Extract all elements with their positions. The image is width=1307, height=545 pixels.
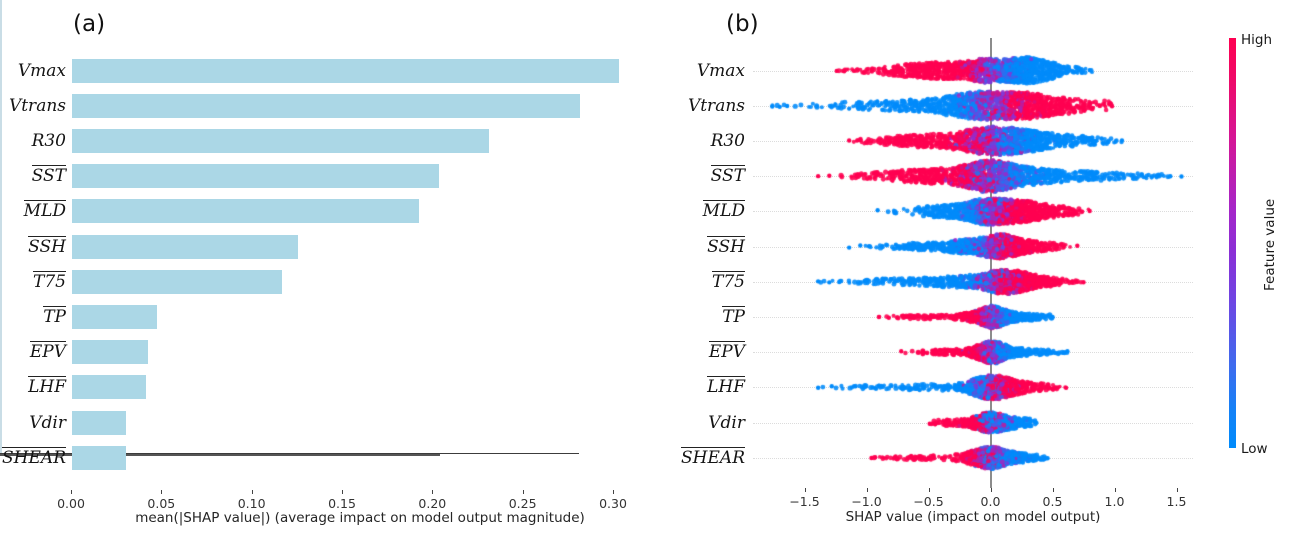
x-tick-label-a: 0.00 — [57, 496, 85, 511]
panel-b-bottom-spine — [0, 454, 440, 456]
colorbar-high-label: High — [1241, 32, 1273, 48]
x-tick-mark-b — [1052, 488, 1054, 492]
feature-label-b-r30: R30 — [710, 130, 745, 151]
feature-label-b-vmax: Vmax — [696, 60, 745, 81]
x-tick-mark-a — [522, 490, 524, 494]
x-tick-label-b: −1.0 — [851, 494, 882, 509]
x-tick-mark-a — [432, 490, 434, 494]
mean-shap-bar-epv — [72, 340, 148, 365]
feature-label-a-epv: EPV — [29, 341, 66, 363]
mean-shap-bar-mld — [72, 199, 419, 224]
mean-shap-bar-tp — [72, 304, 157, 329]
mean-shap-bar-vmax — [72, 58, 620, 83]
feature-value-colorbar — [1229, 38, 1236, 448]
panel-b-title: (b) — [726, 11, 759, 37]
x-tick-mark-b — [1176, 488, 1178, 492]
x-tick-mark-a — [613, 490, 614, 494]
row-guide-tp — [753, 316, 1193, 318]
row-guide-mld — [753, 211, 1193, 213]
feature-label-a-tp: TP — [43, 305, 66, 327]
panel-b-x-axis-label: SHAP value (impact on model output) — [845, 509, 1101, 525]
x-tick-label-b: 0.0 — [980, 494, 1001, 509]
mean-shap-bar-sst — [72, 164, 439, 189]
x-tick-label-b: 1.5 — [1166, 494, 1187, 509]
feature-label-b-mld: MLD — [702, 200, 745, 222]
x-tick-mark-a — [161, 490, 163, 494]
x-tick-label-a: 0.30 — [599, 496, 627, 511]
mean-shap-bar-ssh — [72, 234, 298, 259]
feature-label-a-shear: SHEAR — [2, 446, 66, 468]
row-guide-sst — [753, 176, 1193, 178]
feature-label-b-lhf: LHF — [707, 376, 745, 398]
mean-shap-bar-shear — [72, 445, 127, 470]
x-tick-label-a: 0.20 — [418, 496, 447, 511]
x-tick-mark-b — [804, 488, 806, 492]
feature-label-a-lhf: LHF — [28, 376, 66, 398]
feature-label-a-mld: MLD — [23, 200, 66, 222]
feature-label-b-vdir: Vdir — [708, 412, 745, 433]
mean-shap-bar-t75 — [72, 269, 282, 294]
x-tick-label-a: 0.10 — [237, 496, 266, 511]
row-guide-shear — [753, 457, 1193, 459]
x-tick-mark-b — [990, 488, 992, 492]
feature-label-a-sst: SST — [31, 165, 66, 187]
feature-label-a-vtrans: Vtrans — [8, 95, 66, 116]
x-tick-label-b: −0.5 — [913, 494, 944, 509]
panel-a-x-axis-label: mean(|SHAP value|) (average impact on mo… — [135, 510, 585, 526]
x-tick-label-b: −1.5 — [789, 494, 820, 509]
colorbar-axis-label: Feature value — [1262, 198, 1278, 292]
feature-label-a-vmax: Vmax — [17, 60, 66, 81]
row-guide-vdir — [753, 422, 1193, 424]
feature-label-b-epv: EPV — [708, 341, 745, 363]
x-tick-mark-a — [71, 490, 72, 494]
x-tick-mark-a — [251, 490, 253, 494]
x-tick-mark-b — [1114, 488, 1116, 492]
feature-label-a-r30: R30 — [31, 130, 66, 151]
colorbar-low-label: Low — [1241, 441, 1268, 457]
x-tick-mark-a — [342, 490, 343, 494]
row-guide-epv — [753, 352, 1193, 354]
x-tick-label-b: 1.0 — [1104, 494, 1125, 509]
feature-label-b-vtrans: Vtrans — [687, 95, 745, 116]
row-guide-r30 — [753, 140, 1193, 142]
feature-label-a-t75: T75 — [33, 270, 66, 292]
x-tick-label-a: 0.15 — [328, 496, 356, 511]
mean-shap-bar-vtrans — [72, 93, 580, 118]
x-tick-label-a: 0.05 — [147, 496, 176, 511]
feature-label-a-ssh: SSH — [28, 235, 66, 257]
x-tick-mark-b — [866, 488, 868, 492]
row-guide-lhf — [753, 387, 1193, 389]
mean-shap-bar-vdir — [72, 410, 127, 435]
feature-label-b-ssh: SSH — [707, 235, 745, 257]
feature-label-b-tp: TP — [722, 305, 745, 327]
feature-label-a-vdir: Vdir — [29, 412, 66, 433]
row-guide-vtrans — [753, 105, 1193, 107]
row-guide-vmax — [753, 70, 1193, 72]
panel-a-title: (a) — [73, 11, 106, 37]
mean-shap-bar-lhf — [72, 375, 147, 400]
row-guide-t75 — [753, 281, 1193, 283]
x-tick-label-b: 0.5 — [1042, 494, 1063, 509]
feature-label-b-t75: T75 — [712, 270, 745, 292]
mean-shap-bar-r30 — [72, 128, 490, 153]
feature-label-b-shear: SHEAR — [681, 446, 745, 468]
feature-label-b-sst: SST — [710, 165, 745, 187]
row-guide-ssh — [753, 246, 1193, 248]
x-tick-mark-b — [928, 488, 930, 492]
x-tick-label-a: 0.25 — [508, 496, 537, 511]
